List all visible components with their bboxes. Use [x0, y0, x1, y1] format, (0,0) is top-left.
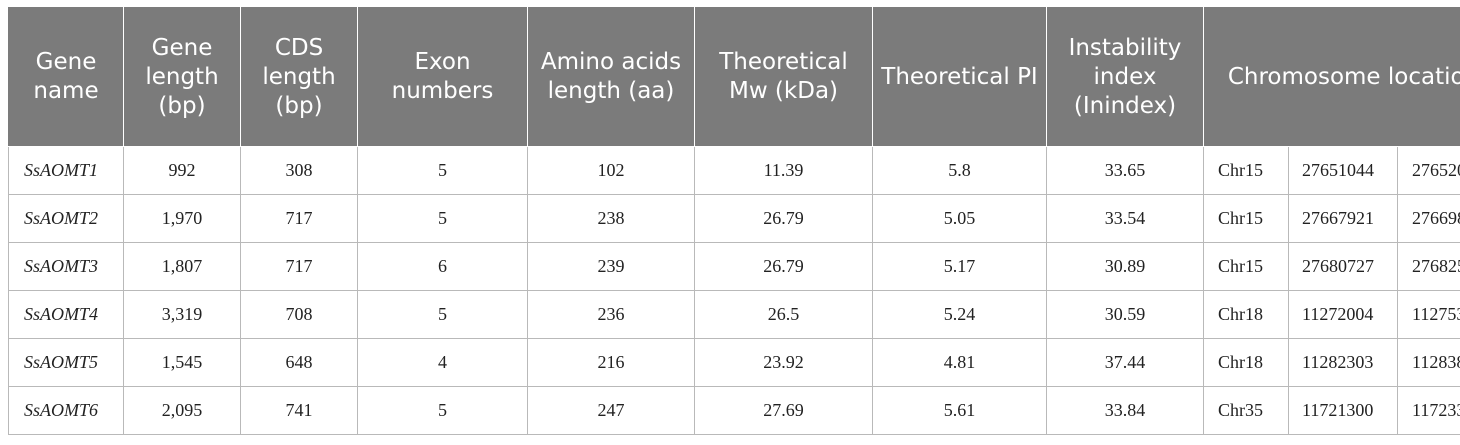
- header-exon-numbers: Exon numbers: [357, 7, 528, 147]
- cell-chromosome: Chr18: [1203, 338, 1289, 387]
- cell-chromosome: Chr15: [1203, 146, 1289, 195]
- table-row: SsAOMT1 992 308 5 102 11.39 5.8 33.65 Ch…: [8, 146, 1460, 195]
- cell-amino-acids-length: 238: [527, 194, 695, 243]
- cell-exon-numbers: 5: [357, 194, 528, 243]
- table-row: SsAOMT6 2,095 741 5 247 27.69 5.61 33.84…: [8, 386, 1460, 435]
- cell-amino-acids-length: 247: [527, 386, 695, 435]
- cell-chromosome-start: 11282303: [1288, 338, 1398, 387]
- cell-chromosome: Chr15: [1203, 194, 1289, 243]
- table-row: SsAOMT3 1,807 717 6 239 26.79 5.17 30.89…: [8, 242, 1460, 291]
- cell-cds-length: 741: [240, 386, 358, 435]
- cell-instability-index: 33.54: [1046, 194, 1204, 243]
- cell-theoretical-mw: 26.79: [694, 242, 873, 291]
- cell-chromosome-start: 27667921: [1288, 194, 1398, 243]
- cell-instability-index: 33.65: [1046, 146, 1204, 195]
- cell-theoretical-pi: 4.81: [872, 338, 1047, 387]
- cell-chromosome: Chr15: [1203, 242, 1289, 291]
- header-chromosome-location: Chromosome location: [1203, 7, 1460, 147]
- cell-cds-length: 308: [240, 146, 358, 195]
- cell-exon-numbers: 6: [357, 242, 528, 291]
- cell-amino-acids-length: 216: [527, 338, 695, 387]
- cell-gene-length: 992: [123, 146, 241, 195]
- cell-theoretical-mw: 23.92: [694, 338, 873, 387]
- cell-cds-length: 717: [240, 194, 358, 243]
- table-header: Gene name Gene length (bp) CDS length (b…: [8, 7, 1460, 147]
- header-amino-acids-length: Amino acids length (aa): [527, 7, 695, 147]
- cell-gene-name: SsAOMT5: [8, 338, 124, 387]
- table-body: SsAOMT1 992 308 5 102 11.39 5.8 33.65 Ch…: [8, 146, 1460, 435]
- cell-chromosome-start: 11721300: [1288, 386, 1398, 435]
- cell-gene-length: 3,319: [123, 290, 241, 339]
- cell-chromosome-end: 27682533: [1397, 242, 1460, 291]
- cell-amino-acids-length: 239: [527, 242, 695, 291]
- cell-gene-name: SsAOMT4: [8, 290, 124, 339]
- cell-chromosome-end: 27652035: [1397, 146, 1460, 195]
- cell-gene-name: SsAOMT1: [8, 146, 124, 195]
- cell-chromosome-end: 11275322: [1397, 290, 1460, 339]
- cell-chromosome-end: 11723394: [1397, 386, 1460, 435]
- cell-cds-length: 648: [240, 338, 358, 387]
- cell-gene-length: 2,095: [123, 386, 241, 435]
- table-row: SsAOMT2 1,970 717 5 238 26.79 5.05 33.54…: [8, 194, 1460, 243]
- header-gene-name: Gene name: [8, 7, 124, 147]
- cell-chromosome-end: 27669890: [1397, 194, 1460, 243]
- cell-amino-acids-length: 236: [527, 290, 695, 339]
- cell-theoretical-pi: 5.24: [872, 290, 1047, 339]
- cell-instability-index: 30.89: [1046, 242, 1204, 291]
- header-row: Gene name Gene length (bp) CDS length (b…: [8, 7, 1460, 147]
- header-theoretical-pi: Theoretical PI: [872, 7, 1047, 147]
- cell-amino-acids-length: 102: [527, 146, 695, 195]
- header-cds-length: CDS length (bp): [240, 7, 358, 147]
- gene-properties-table: Gene name Gene length (bp) CDS length (b…: [8, 7, 1460, 435]
- cell-gene-name: SsAOMT2: [8, 194, 124, 243]
- header-theoretical-mw: Theoretical Mw (kDa): [694, 7, 873, 147]
- cell-cds-length: 708: [240, 290, 358, 339]
- table-row: SsAOMT4 3,319 708 5 236 26.5 5.24 30.59 …: [8, 290, 1460, 339]
- cell-theoretical-pi: 5.17: [872, 242, 1047, 291]
- cell-theoretical-mw: 26.5: [694, 290, 873, 339]
- cell-exon-numbers: 5: [357, 290, 528, 339]
- header-gene-length: Gene length (bp): [123, 7, 241, 147]
- cell-gene-length: 1,970: [123, 194, 241, 243]
- cell-instability-index: 30.59: [1046, 290, 1204, 339]
- cell-exon-numbers: 4: [357, 338, 528, 387]
- cell-exon-numbers: 5: [357, 386, 528, 435]
- cell-theoretical-pi: 5.8: [872, 146, 1047, 195]
- cell-chromosome-end: 11283847: [1397, 338, 1460, 387]
- cell-chromosome-start: 27651044: [1288, 146, 1398, 195]
- cell-theoretical-pi: 5.61: [872, 386, 1047, 435]
- cell-cds-length: 717: [240, 242, 358, 291]
- cell-exon-numbers: 5: [357, 146, 528, 195]
- table-row: SsAOMT5 1,545 648 4 216 23.92 4.81 37.44…: [8, 338, 1460, 387]
- cell-chromosome: Chr35: [1203, 386, 1289, 435]
- cell-theoretical-mw: 26.79: [694, 194, 873, 243]
- cell-gene-name: SsAOMT3: [8, 242, 124, 291]
- header-instability-index: Instability index (Inindex): [1046, 7, 1204, 147]
- cell-gene-name: SsAOMT6: [8, 386, 124, 435]
- cell-theoretical-mw: 11.39: [694, 146, 873, 195]
- cell-theoretical-mw: 27.69: [694, 386, 873, 435]
- cell-chromosome-start: 27680727: [1288, 242, 1398, 291]
- cell-chromosome-start: 11272004: [1288, 290, 1398, 339]
- cell-gene-length: 1,807: [123, 242, 241, 291]
- cell-chromosome: Chr18: [1203, 290, 1289, 339]
- cell-theoretical-pi: 5.05: [872, 194, 1047, 243]
- cell-gene-length: 1,545: [123, 338, 241, 387]
- cell-instability-index: 33.84: [1046, 386, 1204, 435]
- cell-instability-index: 37.44: [1046, 338, 1204, 387]
